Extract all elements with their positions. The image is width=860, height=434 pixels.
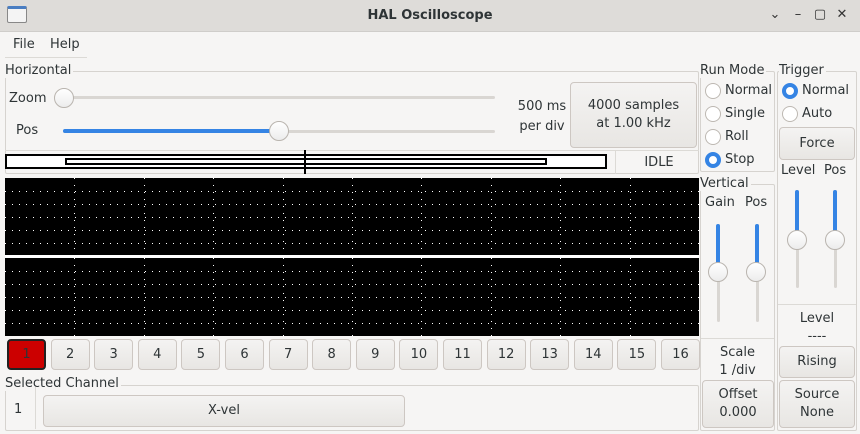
vertical-label: Vertical — [700, 176, 751, 191]
channel-button-12[interactable]: 12 — [486, 339, 526, 370]
scale-value: 1 /div — [719, 363, 756, 378]
pos-label: Pos — [16, 123, 39, 138]
divider — [5, 150, 699, 151]
trigger-level-slider-fill — [795, 190, 799, 240]
channel-button-10[interactable]: 10 — [399, 339, 439, 370]
zoom-slider[interactable] — [63, 96, 495, 99]
time-scale-unit: per div — [519, 119, 565, 134]
trigger-mode-radio-auto[interactable] — [782, 106, 798, 122]
vertical-pos-slider-handle[interactable] — [746, 262, 766, 282]
samples-count: 4000 samples — [587, 98, 680, 113]
pos-slider-handle[interactable] — [269, 121, 289, 141]
gain-label: Gain — [705, 195, 735, 210]
menu-divider — [5, 57, 87, 58]
source-label: Source — [794, 387, 840, 402]
trigger-pos-label: Pos — [824, 163, 847, 178]
level-title: Level — [799, 311, 835, 326]
channel-button-7[interactable]: 7 — [268, 339, 308, 370]
divider — [701, 338, 774, 339]
horizontal-group — [5, 71, 699, 174]
samples-button[interactable]: 4000 samples at 1.00 kHz — [570, 82, 697, 148]
selected-channel-label: Selected Channel — [5, 376, 121, 391]
trigger-pos-slider-fill — [833, 190, 837, 240]
selected-channel-number: 1 — [14, 402, 23, 417]
trigger-mode-option-label[interactable]: Normal — [802, 83, 850, 98]
title-bar — [0, 0, 860, 32]
channel-name-button[interactable]: X-vel — [43, 395, 405, 427]
channel-button-9[interactable]: 9 — [355, 339, 395, 370]
time-scale-value: 500 ms — [517, 99, 567, 114]
shade-icon[interactable]: – — [794, 7, 802, 22]
vertical-pos-slider-fill — [755, 224, 759, 272]
channel-button-14[interactable]: 14 — [573, 339, 613, 370]
gain-slider-fill — [716, 224, 720, 272]
minimize-icon[interactable]: ⌄ — [769, 7, 781, 22]
channel-button-4[interactable]: 4 — [137, 339, 177, 370]
channel-button-8[interactable]: 8 — [312, 339, 352, 370]
window-title: HAL Oscilloscope — [367, 8, 493, 23]
channel-button-1[interactable]: 1 — [7, 339, 46, 370]
run-mode-label: Run Mode — [700, 63, 767, 78]
channel-button-15[interactable]: 15 — [617, 339, 657, 370]
offset-value: 0.000 — [719, 405, 757, 420]
run-mode-radio-single[interactable] — [705, 106, 721, 122]
channel-button-3[interactable]: 3 — [94, 339, 134, 370]
trigger-pos-slider-handle[interactable] — [825, 230, 845, 250]
force-button[interactable]: Force — [779, 127, 855, 160]
scope-display[interactable] — [5, 178, 699, 336]
position-bar[interactable] — [5, 154, 607, 169]
offset-label: Offset — [718, 387, 758, 402]
horizontal-label: Horizontal — [5, 63, 74, 78]
run-mode-radio-normal[interactable] — [705, 83, 721, 99]
selected-channel-group — [5, 385, 699, 431]
run-mode-option-label[interactable]: Roll — [725, 129, 749, 144]
source-button[interactable]: Source None — [779, 380, 855, 428]
divider — [778, 304, 856, 305]
trigger-mode-option-label[interactable]: Auto — [802, 106, 833, 121]
status-label: IDLE — [644, 155, 674, 170]
menu-help[interactable]: Help — [50, 37, 80, 52]
channel-button-2[interactable]: 2 — [50, 339, 90, 370]
run-mode-option-label[interactable]: Normal — [725, 83, 773, 98]
close-icon[interactable]: ✕ — [836, 7, 848, 22]
run-mode-option-label[interactable]: Single — [725, 106, 765, 121]
edge-button[interactable]: Rising — [779, 346, 855, 378]
time-scale: 500 ms per div — [508, 97, 576, 137]
pos-slider-fill — [63, 129, 279, 133]
trigger-mode-radio-normal[interactable] — [782, 83, 798, 99]
position-bar-window — [65, 158, 547, 165]
trigger-position-marker — [304, 150, 306, 174]
sample-rate: at 1.00 kHz — [596, 116, 671, 131]
level-value: ---- — [807, 329, 827, 344]
trigger-level-slider-handle[interactable] — [787, 230, 807, 250]
maximize-icon[interactable]: ▢ — [813, 7, 827, 22]
offset-button[interactable]: Offset 0.000 — [702, 380, 774, 428]
channel-button-6[interactable]: 6 — [225, 339, 264, 370]
zoom-slider-handle[interactable] — [54, 88, 74, 108]
channel-button-16[interactable]: 16 — [661, 339, 700, 370]
channel-button-13[interactable]: 13 — [530, 339, 570, 370]
gain-slider-handle[interactable] — [708, 262, 728, 282]
scale-label: Scale — [720, 345, 755, 360]
window-icon — [7, 6, 27, 23]
run-mode-radio-stop[interactable] — [705, 152, 721, 168]
menu-file[interactable]: File — [13, 37, 35, 52]
trigger-level-label: Level — [781, 163, 816, 178]
trigger-label: Trigger — [779, 63, 826, 78]
divider — [35, 387, 36, 429]
run-mode-radio-roll[interactable] — [705, 129, 721, 145]
zoom-label: Zoom — [9, 91, 47, 106]
divider — [615, 151, 616, 174]
vertical-pos-label: Pos — [745, 195, 768, 210]
run-mode-option-label[interactable]: Stop — [725, 152, 755, 167]
channel-button-5[interactable]: 5 — [181, 339, 221, 370]
channel-button-11[interactable]: 11 — [443, 339, 482, 370]
source-value: None — [800, 405, 834, 420]
